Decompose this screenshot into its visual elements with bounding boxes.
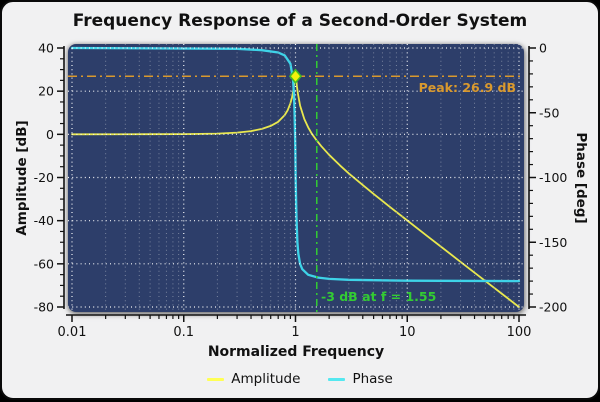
svg-text:20: 20 xyxy=(38,84,54,99)
legend-label-phase: Phase xyxy=(352,371,392,387)
legend-swatch-amplitude xyxy=(207,378,224,381)
y-axis-label-right: Phase [deg] xyxy=(573,132,589,223)
svg-text:-60: -60 xyxy=(34,256,54,271)
svg-text:0.1: 0.1 xyxy=(173,325,194,340)
x-axis-label: Normalized Frequency xyxy=(208,344,384,360)
svg-text:0: 0 xyxy=(539,41,547,56)
bandwidth-annotation-label: -3 dB at f = 1.55 xyxy=(321,289,436,304)
svg-text:10: 10 xyxy=(399,325,416,340)
legend: Amplitude Phase xyxy=(2,371,598,387)
svg-text:-20: -20 xyxy=(34,170,54,185)
svg-text:-200: -200 xyxy=(539,300,567,315)
svg-text:-40: -40 xyxy=(34,213,54,228)
svg-text:0: 0 xyxy=(46,127,54,142)
svg-text:1: 1 xyxy=(291,325,299,340)
svg-text:-50: -50 xyxy=(539,105,559,120)
legend-item-phase: Phase xyxy=(328,371,392,387)
legend-item-amplitude: Amplitude xyxy=(207,371,300,387)
svg-text:0.01: 0.01 xyxy=(58,325,87,340)
svg-text:-150: -150 xyxy=(539,235,567,250)
legend-label-amplitude: Amplitude xyxy=(231,371,300,387)
svg-text:40: 40 xyxy=(38,41,54,56)
legend-swatch-phase xyxy=(328,378,345,381)
svg-text:-80: -80 xyxy=(34,300,54,315)
svg-text:-100: -100 xyxy=(539,170,567,185)
svg-text:100: 100 xyxy=(507,325,532,340)
peak-annotation-label: Peak: 26.9 dB xyxy=(419,80,516,95)
y-axis-label-left: Amplitude [dB] xyxy=(14,120,30,235)
